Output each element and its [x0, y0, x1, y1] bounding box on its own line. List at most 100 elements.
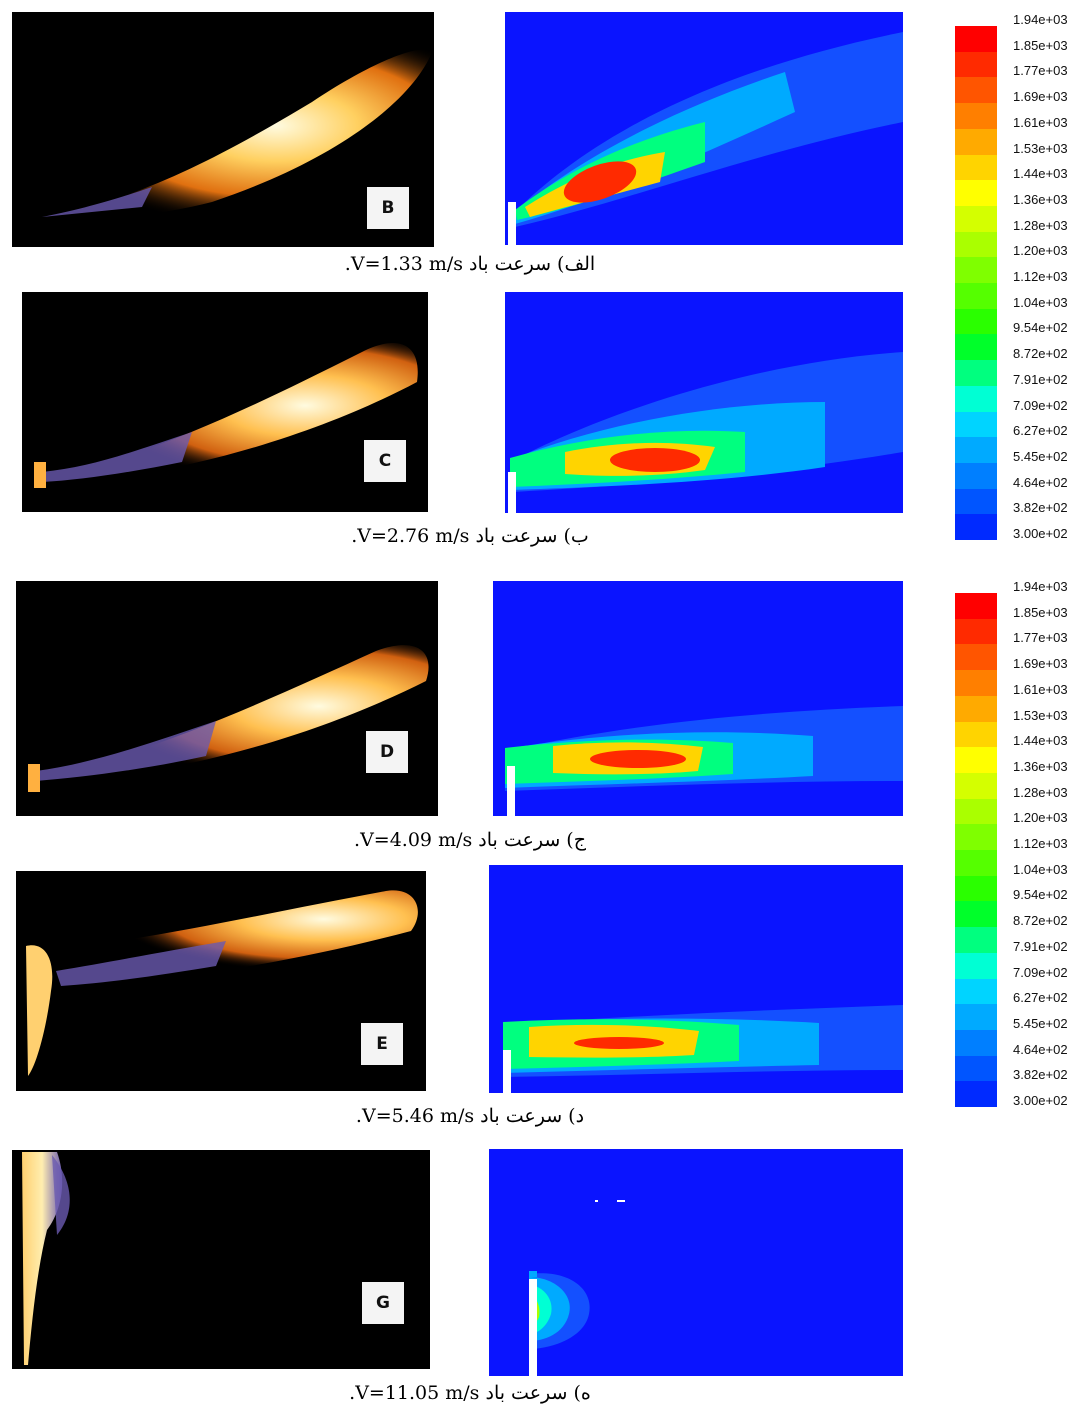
- flame-photo-e: E: [16, 871, 426, 1091]
- legend-color-segment: [955, 1081, 997, 1108]
- legend-color-segment: [955, 308, 997, 335]
- legend-tick-label: 5.45e+02: [1013, 448, 1068, 464]
- legend-color-segment: [955, 1055, 997, 1082]
- panel-label-c: C: [364, 440, 406, 482]
- temperature-contour-g: [489, 1149, 903, 1376]
- legend-color-segment: [955, 824, 997, 851]
- caption-c: ج) سرعت باد V=4.09 m/s.: [354, 829, 586, 851]
- legend-color-segment: [955, 875, 997, 902]
- legend-color-segment: [955, 154, 997, 181]
- legend-tick-label: 1.12e+03: [1013, 269, 1068, 284]
- legend-tick-label: 1.69e+03: [1013, 89, 1068, 105]
- legend-tick-label: 1.77e+03: [1013, 630, 1068, 646]
- legend-color-segment: [955, 283, 997, 310]
- legend-color-segment: [955, 334, 997, 361]
- legend-color-segment: [955, 618, 997, 645]
- caption-a: الف) سرعت باد V=1.33 m/s.: [344, 253, 596, 275]
- temperature-contour-b: [505, 12, 903, 245]
- legend-tick-label: 1.20e+03: [1013, 243, 1068, 259]
- legend-color-segment: [955, 593, 997, 620]
- legend-tick-label: 3.82e+02: [1013, 500, 1068, 516]
- legend-color-segment: [955, 798, 997, 825]
- legend-tick-label: 1.04e+03: [1013, 294, 1068, 310]
- caption-b: ب) سرعت باد V=2.76 m/s.: [351, 525, 589, 547]
- legend-color-segment: [955, 850, 997, 877]
- legend-tick-label: 1.94e+03: [1013, 12, 1068, 27]
- legend-tick-label: 9.54e+02: [1013, 320, 1068, 336]
- legend-color-segment: [955, 205, 997, 233]
- panel-label-e: E: [361, 1023, 403, 1065]
- panel-label-g: G: [362, 1282, 404, 1324]
- legend-tick-label: 1.85e+03: [1013, 604, 1068, 620]
- legend-color-segment: [955, 385, 997, 412]
- legend-color-segment: [955, 51, 997, 78]
- legend-color-segment: [955, 77, 997, 104]
- temperature-contour-d: [493, 581, 903, 816]
- legend-color-segment: [955, 128, 997, 155]
- legend-tick-label: 4.64e+02: [1013, 474, 1068, 490]
- legend-tick-label: 1.44e+03: [1013, 733, 1068, 749]
- panel-label-b: B: [367, 187, 409, 229]
- legend-color-segment: [955, 747, 997, 774]
- legend-color-segment: [955, 670, 997, 697]
- legend-tick-label: 1.53e+03: [1013, 140, 1068, 156]
- legend-tick-label: 1.28e+03: [1013, 784, 1068, 800]
- legend-tick-label: 8.72e+02: [1013, 913, 1068, 929]
- legend-tick-label: 7.09e+02: [1013, 397, 1068, 413]
- panel-label-d: D: [366, 731, 408, 773]
- legend-tick-label: 1.85e+03: [1013, 37, 1068, 53]
- legend-tick-label: 3.00e+02: [1013, 1093, 1068, 1108]
- legend-color-segment: [955, 103, 997, 130]
- legend-tick-label: 1.69e+03: [1013, 656, 1068, 672]
- legend-color-segment: [955, 695, 997, 722]
- legend-tick-label: 1.12e+03: [1013, 836, 1068, 851]
- legend-tick-label: 1.44e+03: [1013, 166, 1068, 182]
- legend-color-segment: [955, 180, 997, 207]
- legend-color-segment: [955, 721, 997, 748]
- legend-color-segment: [955, 411, 997, 438]
- legend-color-segment: [955, 1029, 997, 1057]
- legend-tick-label: 1.61e+03: [1013, 681, 1068, 697]
- flame-photo-d: D: [16, 581, 438, 816]
- legend-tick-label: 7.91e+02: [1013, 938, 1068, 954]
- legend-tick-label: 3.82e+02: [1013, 1067, 1068, 1083]
- legend-color-segment: [955, 901, 997, 928]
- legend-color-segment: [955, 462, 997, 490]
- legend-color-segment: [955, 978, 997, 1005]
- legend-tick-label: 7.09e+02: [1013, 964, 1068, 980]
- legend-tick-label: 9.54e+02: [1013, 887, 1068, 903]
- caption-e: ه) سرعت باد V=11.05 m/s.: [349, 1382, 591, 1404]
- legend-tick-label: 6.27e+02: [1013, 423, 1068, 439]
- temperature-contour-e: [489, 865, 903, 1093]
- legend-color-segment: [955, 772, 997, 800]
- legend-color-segment: [955, 488, 997, 515]
- legend-tick-label: 1.04e+03: [1013, 861, 1068, 877]
- caption-d: د) سرعت باد V=5.46 m/s.: [355, 1105, 585, 1127]
- legend-color-segment: [955, 26, 997, 53]
- legend-tick-label: 8.72e+02: [1013, 346, 1068, 362]
- temperature-contour-c: [505, 292, 903, 513]
- legend-tick-label: 4.64e+02: [1013, 1041, 1068, 1057]
- legend-tick-label: 5.45e+02: [1013, 1015, 1068, 1031]
- legend-color-segment: [955, 514, 997, 541]
- flame-photo-g: G: [12, 1150, 430, 1369]
- legend-color-segment: [955, 360, 997, 387]
- flame-photo-b: B: [12, 12, 434, 247]
- legend-color-segment: [955, 257, 997, 284]
- legend-color-segment: [955, 231, 997, 258]
- legend-tick-label: 1.36e+03: [1013, 191, 1068, 207]
- legend-tick-label: 1.28e+03: [1013, 217, 1068, 233]
- legend-tick-label: 7.91e+02: [1013, 371, 1068, 387]
- legend-color-segment: [955, 927, 997, 954]
- legend-tick-label: 1.94e+03: [1013, 579, 1068, 594]
- legend-color-segment: [955, 644, 997, 671]
- flame-photo-c: C: [22, 292, 428, 512]
- legend-tick-label: 6.27e+02: [1013, 990, 1068, 1006]
- legend-tick-label: 1.53e+03: [1013, 707, 1068, 723]
- legend-color-segment: [955, 437, 997, 464]
- legend-color-segment: [955, 1004, 997, 1031]
- legend-tick-label: 1.77e+03: [1013, 63, 1068, 79]
- legend-tick-label: 1.61e+03: [1013, 114, 1068, 130]
- legend-color-segment: [955, 952, 997, 979]
- legend-tick-label: 3.00e+02: [1013, 526, 1068, 541]
